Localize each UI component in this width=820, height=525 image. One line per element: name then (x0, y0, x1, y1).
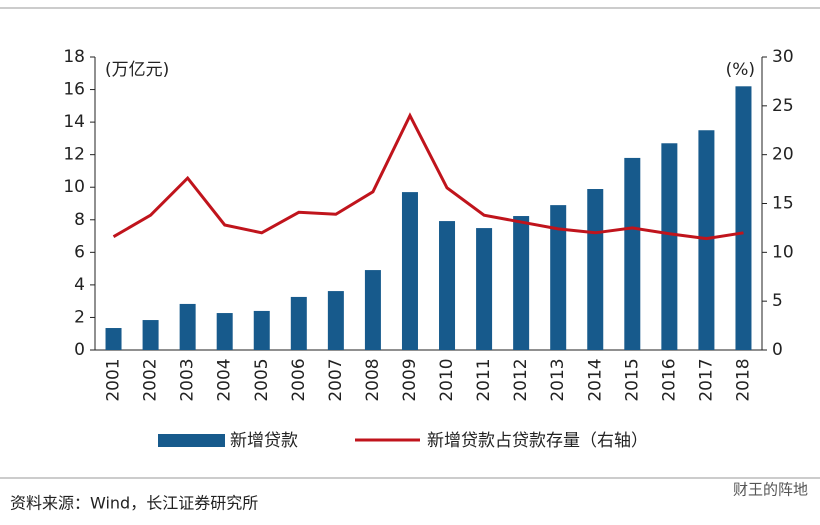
y-tick-label: 2 (74, 307, 85, 327)
x-tick-label: 2009 (400, 358, 420, 401)
line (112, 112, 744, 241)
x-tick-label: 2003 (178, 358, 198, 401)
x-tick-label: 2001 (104, 358, 124, 401)
watermark: 财王的阵地 (733, 481, 808, 499)
bar (587, 189, 604, 350)
bar (290, 296, 307, 350)
y-tick-label: 8 (74, 210, 85, 230)
y-unit: (万亿元) (105, 60, 169, 80)
bar (364, 270, 381, 350)
bar (142, 320, 159, 350)
bar (735, 86, 752, 351)
y2-tick-label: 5 (772, 291, 783, 311)
x-tick-label: 2011 (474, 358, 494, 401)
bar (253, 310, 270, 350)
y-tick-label: 12 (63, 145, 85, 165)
y-tick-label: 0 (74, 340, 85, 360)
bar (476, 228, 493, 350)
x-tick-label: 2006 (289, 358, 309, 401)
y2-tick-label: 0 (772, 340, 783, 360)
x-tick-label: 2016 (659, 358, 679, 401)
x-tick-label: 2005 (252, 358, 272, 401)
x-tick-label: 2010 (437, 358, 457, 401)
bar (624, 157, 641, 350)
bar (216, 313, 233, 350)
bar (661, 143, 678, 350)
y2-tick-label: 20 (772, 145, 794, 165)
y-tick-label: 6 (74, 242, 85, 262)
y2-tick-label: 30 (772, 47, 794, 67)
x-tick-label: 2015 (622, 358, 642, 401)
x-tick-label: 2004 (215, 358, 235, 401)
x-tick-label: 2017 (696, 358, 716, 401)
bar (550, 205, 567, 350)
bar (179, 303, 196, 350)
y-tick-label: 14 (63, 112, 85, 132)
y-tick-label: 18 (63, 47, 85, 67)
x-tick-label: 2014 (585, 358, 605, 401)
bar (105, 328, 122, 350)
y2-tick-label: 10 (772, 242, 794, 262)
y2-tick-label: 25 (772, 96, 794, 116)
x-tick-label: 2012 (511, 358, 531, 401)
bar (327, 291, 344, 350)
bar (513, 216, 530, 350)
x-tick-label: 2013 (548, 358, 568, 401)
y2-tick-label: 15 (772, 194, 794, 214)
source: 资料来源：Wind，长江证券研究所 (10, 494, 258, 513)
bar (401, 192, 418, 350)
y2-unit: (%) (726, 60, 755, 80)
y-tick-label: 10 (63, 177, 85, 197)
bar (439, 221, 456, 350)
y-tick-label: 16 (63, 80, 85, 100)
legend-swatch (158, 434, 225, 447)
x-tick-label: 2007 (326, 358, 346, 401)
y-tick-label: 4 (74, 275, 85, 295)
x-tick-label: 2002 (141, 358, 161, 401)
x-tick-label: 2008 (363, 358, 383, 401)
legend-label: 新增贷款 (230, 431, 298, 451)
x-tick-label: 2018 (733, 358, 753, 401)
legend-label: 新增贷款占贷款存量（右轴） (427, 431, 648, 451)
